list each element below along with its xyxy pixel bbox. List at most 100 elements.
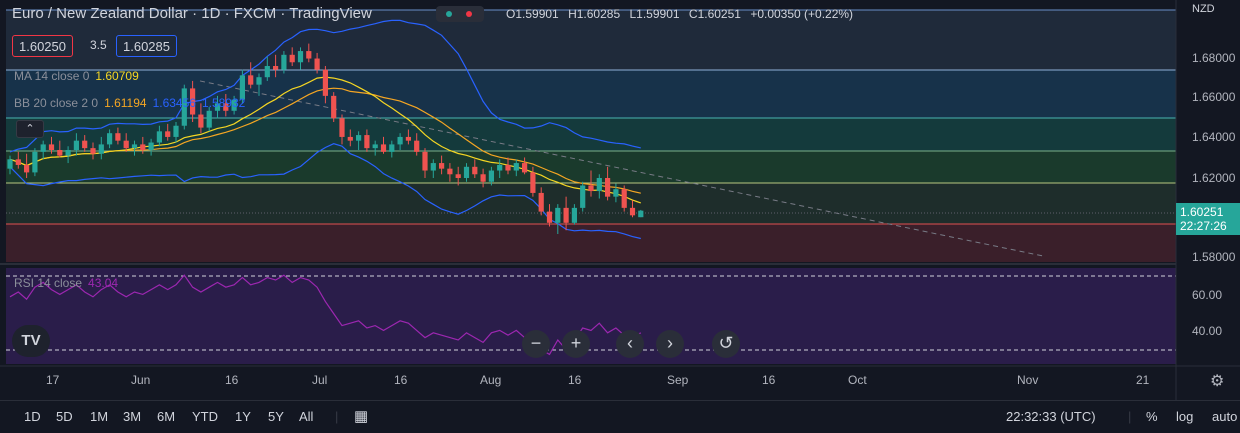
time-tick: Oct [848, 373, 867, 387]
candle-body [430, 163, 436, 171]
price-tick: 1.68000 [1192, 51, 1236, 65]
candle-body [397, 136, 403, 145]
zone-band [6, 224, 1176, 262]
bb-legend[interactable]: BB 20 close 2 0 1.61194 1.63456 1.58932 [14, 96, 251, 110]
candle-body [588, 185, 594, 192]
range-6m[interactable]: 6M [157, 409, 176, 424]
symbol-title[interactable]: Euro / New Zealand Dollar · 1D · FXCM · … [12, 5, 372, 22]
candle-body [15, 159, 21, 165]
candle-body [181, 88, 187, 126]
candle-body [522, 163, 528, 173]
close-label: C [688, 7, 698, 21]
candle-body [339, 118, 345, 137]
bb-lower-value: 1.58932 [201, 96, 246, 110]
settings-gear-icon[interactable]: ⚙ [1210, 373, 1225, 390]
utc-clock[interactable]: 22:32:33 (UTC) [1006, 409, 1096, 424]
range-1d[interactable]: 1D [24, 409, 41, 424]
candle-body [621, 189, 627, 208]
candle-body [123, 140, 129, 149]
rsi-legend[interactable]: RSI 14 close 43.04 [14, 276, 124, 290]
currency-selector[interactable]: NZD [1192, 3, 1215, 15]
open-label: O [506, 7, 516, 21]
toolbar-divider: | [1128, 409, 1132, 424]
scroll-right-button[interactable]: › [656, 330, 684, 358]
candle-body [32, 151, 38, 173]
bb-basis-value: 1.61194 [104, 96, 147, 110]
candle-body [173, 125, 179, 137]
candle-body [273, 66, 279, 70]
sell-button[interactable]: 1.60250 [12, 35, 73, 57]
ma-label: MA 14 close 0 [14, 69, 90, 83]
range-1y[interactable]: 1Y [235, 409, 251, 424]
range-5y[interactable]: 5Y [268, 409, 284, 424]
rsi-tick: 40.00 [1192, 324, 1223, 338]
candle-body [198, 114, 204, 128]
candle-body [455, 174, 461, 178]
candle-body [596, 178, 602, 192]
close-value: 1.60251 [697, 7, 741, 21]
range-3m[interactable]: 3M [123, 409, 142, 424]
time-tick: 16 [762, 373, 776, 387]
market-status-icon[interactable] [436, 6, 484, 22]
candle-body [289, 54, 295, 63]
candle-body [414, 140, 420, 152]
candle-body [563, 207, 569, 223]
candle-body [364, 135, 370, 149]
ma-value: 1.60709 [95, 69, 139, 83]
candle-body [115, 133, 121, 141]
candle-body [231, 99, 237, 111]
buy-button[interactable]: 1.60285 [116, 35, 177, 57]
candle-body [306, 51, 312, 59]
candle-body [447, 168, 453, 175]
candle-body [463, 166, 470, 178]
zone-band [6, 10, 1176, 70]
candle-body [472, 166, 478, 175]
auto-scale-toggle[interactable]: auto [1212, 409, 1238, 424]
zoom-in-button[interactable]: + [562, 330, 590, 358]
rsi-label: RSI 14 close [14, 276, 83, 290]
collapse-legend-button[interactable]: ⌃ [16, 120, 44, 138]
range-5d[interactable]: 5D [56, 409, 73, 424]
range-1m[interactable]: 1M [90, 409, 109, 424]
price-tick: 1.62000 [1192, 171, 1236, 185]
candle-body [347, 136, 353, 141]
zone-band [6, 118, 1176, 151]
zoom-out-button[interactable]: − [522, 330, 550, 358]
percent-scale-toggle[interactable]: % [1146, 409, 1158, 424]
candle-body [131, 144, 138, 149]
candle-body [389, 144, 395, 152]
candle-body [214, 103, 221, 111]
time-tick: 16 [225, 373, 239, 387]
log-scale-toggle[interactable]: log [1176, 409, 1194, 424]
candle-body [7, 159, 13, 169]
candle-body [98, 144, 104, 154]
candle-body [148, 142, 154, 150]
candle-body [488, 170, 494, 182]
candle-body [613, 189, 619, 197]
range-ytd[interactable]: YTD [192, 409, 218, 424]
date-range-calendar-icon[interactable]: ▦ [354, 408, 369, 425]
candle-body [156, 131, 162, 143]
high-label: H [568, 7, 577, 21]
candle-body [107, 133, 113, 145]
candle-body [439, 163, 445, 169]
candle-body [530, 172, 536, 193]
candle-body [356, 135, 362, 141]
scroll-left-button[interactable]: ‹ [616, 330, 644, 358]
rsi-value: 43.04 [88, 276, 119, 290]
candle-body [505, 164, 511, 171]
range-all[interactable]: All [299, 409, 314, 424]
bb-upper-value: 1.63456 [152, 96, 196, 110]
tradingview-logo-icon: TV [12, 325, 50, 357]
candle-body [264, 66, 270, 78]
candle-body [629, 207, 636, 216]
ohlc-values: O1.59901 H1.60285 L1.59901 C1.60251 +0.0… [506, 7, 853, 21]
candle-body [580, 185, 586, 208]
ma-legend[interactable]: MA 14 close 0 1.60709 [14, 69, 145, 83]
candle-body [223, 103, 229, 111]
time-tick: Nov [1017, 373, 1039, 387]
bottom-toolbar: 1D 5D 1M 3M 6M YTD 1Y 5Y All | ▦ 22:32:3… [0, 400, 1240, 433]
reset-chart-icon[interactable]: ↺ [712, 330, 740, 358]
